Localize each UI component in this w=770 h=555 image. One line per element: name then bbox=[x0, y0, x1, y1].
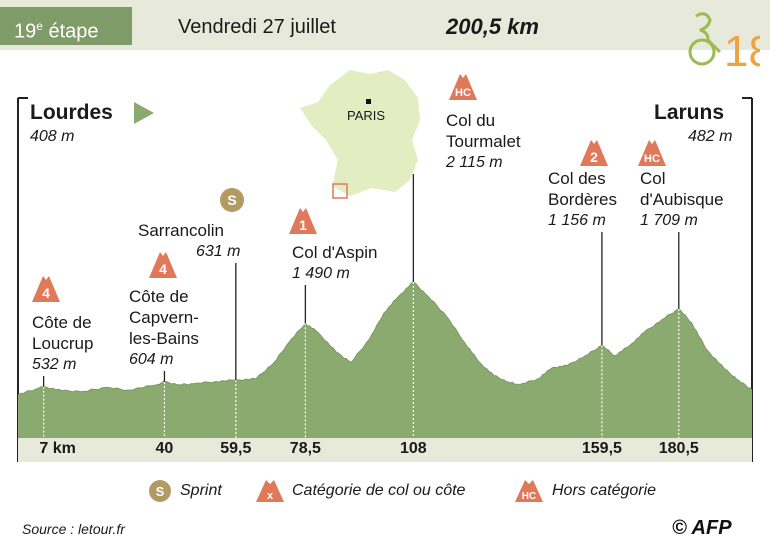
source-note: Source : letour.fr bbox=[22, 521, 125, 537]
climb-name: Capvern- bbox=[129, 308, 199, 327]
stage-distance: 200,5 km bbox=[446, 14, 539, 39]
climb-altitude: 631 m bbox=[196, 243, 241, 260]
climb-name: Tourmalet bbox=[446, 132, 521, 151]
stage-number-box: 19e étape bbox=[0, 7, 132, 45]
climb-name: Côte de bbox=[129, 287, 189, 306]
badge-category-text: S bbox=[227, 192, 236, 208]
km-tick-label: 159,5 bbox=[581, 440, 622, 457]
stage-word: étape bbox=[48, 20, 99, 43]
elevation-outline bbox=[17, 281, 753, 396]
climb-category-badge-icon: 4 bbox=[32, 276, 60, 302]
climb-category-badge-icon: 2 bbox=[580, 140, 608, 166]
climb-altitude: 2 115 m bbox=[446, 154, 503, 171]
stage-location-marker bbox=[332, 183, 348, 199]
climb-name: les-Bains bbox=[129, 329, 199, 348]
sprint-legend-glyph: S bbox=[156, 484, 165, 499]
stage-number: 19 bbox=[14, 20, 37, 43]
climb-name: d'Aubisque bbox=[640, 190, 724, 209]
climb-altitude: 1 709 m bbox=[640, 212, 698, 229]
category-legend-glyph: x bbox=[267, 490, 274, 502]
km-axis-band bbox=[18, 438, 752, 462]
badge-category-text: 4 bbox=[159, 261, 167, 277]
badge-category-text: HC bbox=[455, 87, 471, 99]
climb-name: Col d'Aspin bbox=[292, 243, 378, 262]
climb-name: Loucrup bbox=[32, 334, 94, 353]
climb-category-badge-icon: HC bbox=[449, 74, 477, 100]
map-capital-label: PARIS bbox=[347, 108, 386, 123]
km-tick-label: 78,5 bbox=[289, 440, 321, 457]
sprint-badge-icon: S bbox=[220, 188, 244, 212]
stage-date: Vendredi 27 juillet bbox=[178, 16, 336, 38]
climb-name: Sarrancolin bbox=[138, 221, 224, 240]
legend-category: Catégorie de col ou côte bbox=[292, 482, 466, 499]
start-altitude: 408 m bbox=[30, 128, 75, 145]
climb-altitude: 604 m bbox=[129, 351, 174, 368]
km-tick-label: 7 km bbox=[39, 440, 76, 457]
badge-category-text: 4 bbox=[42, 285, 50, 301]
climb-name: Côte de bbox=[32, 313, 92, 332]
stage-suffix: e bbox=[36, 19, 43, 33]
logo-year: 18 bbox=[724, 27, 760, 74]
climb-altitude: 532 m bbox=[32, 356, 77, 373]
climb-altitude: 1 156 m bbox=[548, 212, 606, 229]
start-arrow-icon bbox=[134, 102, 154, 124]
climb-name: Col du bbox=[446, 111, 496, 130]
hc-legend-icon bbox=[515, 480, 543, 502]
climb-category-badge-icon: 1 bbox=[289, 208, 317, 234]
legend-sprint: Sprint bbox=[180, 482, 222, 499]
legend-hors-categorie: Hors catégorie bbox=[552, 482, 657, 499]
climb-marks: 4 4 S 1 HC 2 HC bbox=[32, 74, 680, 438]
paris-marker bbox=[366, 99, 371, 104]
climb-category-badge-icon: HC bbox=[638, 140, 666, 166]
france-map bbox=[300, 70, 420, 196]
badge-category-text: 2 bbox=[590, 149, 598, 165]
hc-legend-glyph: HC bbox=[522, 491, 536, 502]
elevation-area bbox=[18, 282, 752, 438]
climb-name: Col des bbox=[548, 169, 606, 188]
climb-category-badge-icon: 4 bbox=[149, 252, 177, 278]
category-legend-icon bbox=[256, 480, 284, 502]
afp-credit: © AFP bbox=[672, 517, 732, 539]
badge-category-text: HC bbox=[644, 153, 660, 165]
climb-name: Col bbox=[640, 169, 666, 188]
sprint-legend-icon bbox=[149, 480, 171, 502]
km-tick-label: 59,5 bbox=[220, 440, 252, 457]
km-tick-label: 40 bbox=[155, 440, 174, 457]
finish-name: Laruns bbox=[654, 101, 725, 124]
km-tick-label: 180,5 bbox=[658, 440, 699, 457]
climb-name: Bordères bbox=[548, 190, 617, 209]
km-tick-label: 108 bbox=[400, 440, 427, 457]
start-name: Lourdes bbox=[30, 101, 113, 124]
finish-altitude: 482 m bbox=[688, 128, 733, 145]
tour-logo-icon: 18 bbox=[688, 12, 760, 74]
climb-altitude: 1 490 m bbox=[292, 265, 350, 282]
badge-category-text: 1 bbox=[299, 217, 307, 233]
